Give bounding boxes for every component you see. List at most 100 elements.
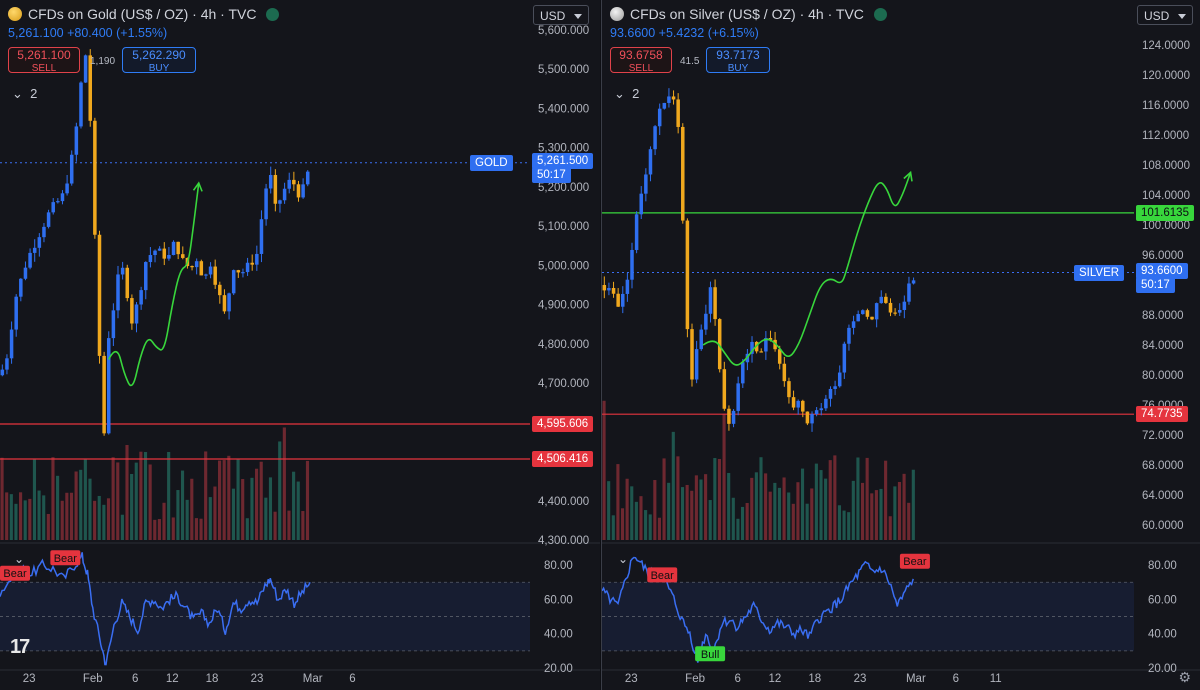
gold-candle-body (69, 154, 74, 184)
gold-volume-bar (60, 500, 64, 540)
silver-volume-bar (902, 473, 906, 540)
gold-volume-bar (222, 460, 226, 540)
silver-legend-toggle[interactable]: ⌄ 2 (614, 86, 639, 102)
gold-volume-bar (130, 474, 134, 540)
gold-price-tick: 5,300.000 (538, 143, 589, 155)
gold-rsi-divergence-label-0[interactable]: Bear (0, 565, 30, 581)
silver-volume-bar (644, 510, 648, 540)
gold-title[interactable]: CFDs on Gold (US$ / OZ) · 4h · TVC (28, 6, 257, 22)
gold-chart-pane[interactable]: Bear Bear 5,600.000 5,500.000 5,400.000 5,300… (0, 0, 600, 690)
silver-candle-body (897, 309, 902, 313)
gold-spread: 1,190 (90, 56, 116, 67)
gold-projection-path[interactable] (107, 182, 200, 387)
gold-candle-body (157, 248, 162, 251)
silver-projection-path[interactable] (702, 172, 912, 366)
silver-chart-pane[interactable]: Bear Bull Bear 124.0000 120.0000 116.0000 112.… (601, 0, 1200, 690)
gold-price-tick: 4,800.000 (538, 339, 589, 351)
silver-volume-bar (884, 460, 888, 540)
silver-candle-body (722, 369, 727, 409)
gold-candle-body (56, 201, 60, 203)
silver-rsi-divergence-label-1[interactable]: Bull (695, 646, 726, 662)
silver-volume-bar (699, 479, 703, 540)
silver-volume-bar (856, 457, 860, 540)
gold-candle-body (176, 241, 180, 255)
gold-chart-canvas[interactable]: Bear Bear 5,600.000 5,500.000 5,400.000 5,300… (0, 0, 600, 690)
gold-volume-bar (120, 514, 124, 540)
gold-candle-body (255, 253, 259, 265)
gold-candle-body (190, 266, 194, 268)
gold-volume-bar (56, 475, 60, 540)
silver-candle-body (644, 174, 648, 194)
gold-candle-body (116, 274, 120, 311)
gold-volume-bar (264, 497, 268, 540)
silver-candle-body (865, 310, 870, 317)
silver-volume-bar (717, 458, 722, 540)
silver-buy-label: BUY (727, 63, 749, 74)
silver-buy-button[interactable]: 93.7173 BUY (706, 47, 770, 74)
gold-candle-body (23, 267, 28, 279)
silver-volume-bar (676, 456, 680, 540)
gold-volume-bar (28, 498, 32, 540)
gold-price-tick: 4,300.000 (538, 535, 589, 547)
gold-candle-body (245, 262, 250, 273)
gold-price-tick: 5,200.000 (538, 182, 589, 194)
gold-time-tick: 12 (166, 673, 179, 685)
gold-price-tick: 5,100.000 (538, 221, 589, 233)
silver-title[interactable]: CFDs on Silver (US$ / OZ) · 4h · TVC (630, 6, 864, 22)
gold-time-tick: 23 (251, 673, 264, 685)
gold-volume-bar (116, 462, 120, 540)
silver-volume-bar (616, 464, 620, 540)
gold-volume-bar (208, 497, 212, 540)
gold-volume-bar (245, 518, 249, 540)
gold-buy-button[interactable]: 5,262.290 BUY (122, 47, 196, 74)
gold-candle-body (231, 270, 236, 294)
gold-volume-bar (227, 455, 231, 540)
gold-rsi-tick: 20.00 (544, 663, 573, 675)
silver-volume-bar (842, 510, 846, 540)
eye-icon[interactable] (266, 7, 280, 21)
silver-price-tick: 80.0000 (1142, 370, 1184, 382)
silver-sell-button[interactable]: 93.6758 SELL (610, 47, 672, 74)
gold-rsi-divergence-label-1[interactable]: Bear (50, 550, 81, 566)
silver-header: CFDs on Silver (US$ / OZ) · 4h · TVC (610, 6, 887, 22)
silver-rsi-tick: 80.00 (1148, 560, 1177, 572)
gold-currency-select[interactable]: USD (533, 5, 589, 25)
silver-volume-bar (773, 482, 777, 540)
gold-volume-bar (250, 477, 254, 540)
gold-time-tick: 18 (206, 673, 219, 685)
silver-rsi-divergence-label-2[interactable]: Bear (899, 553, 930, 569)
silver-candle-body (717, 319, 722, 370)
gear-icon[interactable]: ⚙ (1178, 669, 1191, 685)
silver-price-tick: 104.0000 (1142, 190, 1190, 202)
gold-volume-bar (125, 444, 129, 540)
silver-candle-body (819, 408, 824, 411)
gold-candle-body (134, 304, 139, 324)
gold-volume-bar (241, 479, 245, 540)
silver-currency-select[interactable]: USD (1137, 5, 1193, 25)
silver-volume-bar (810, 488, 814, 540)
silver-rsi-divergence-label-0[interactable]: Bear (647, 567, 678, 583)
chevron-down-icon[interactable]: ⌄ (618, 552, 629, 566)
gold-volume-bar (282, 427, 286, 540)
gold-legend-toggle[interactable]: ⌄ 2 (12, 86, 37, 102)
silver-volume-bar (847, 512, 851, 540)
gold-volume-bar (139, 451, 143, 540)
gold-candle-body (51, 202, 55, 213)
silver-candle-body (861, 310, 865, 315)
gold-candle-body (83, 55, 88, 83)
silver-volume-bar (620, 508, 625, 540)
gold-volume-bar (9, 494, 13, 540)
silver-change-pct: (+6.15%) (707, 26, 759, 40)
gold-candle-body (194, 261, 199, 268)
gold-volume-bar (14, 503, 18, 540)
silver-volume-bar (667, 482, 671, 540)
chevron-down-icon[interactable]: ⌄ (14, 552, 25, 566)
eye-icon[interactable] (873, 7, 887, 21)
gold-candle-body (130, 298, 134, 324)
gold-last-price-value: 5,261.500 (532, 152, 594, 169)
silver-chart-canvas[interactable]: Bear Bull Bear 124.0000 120.0000 116.0000 112.… (602, 0, 1200, 690)
gold-quote: 5,261.100 +80.400 (+1.55%) (8, 26, 167, 40)
silver-price-tick: 60.0000 (1142, 520, 1184, 532)
gold-candle-body (102, 355, 106, 434)
gold-sell-button[interactable]: 5,261.100 SELL (8, 47, 80, 74)
